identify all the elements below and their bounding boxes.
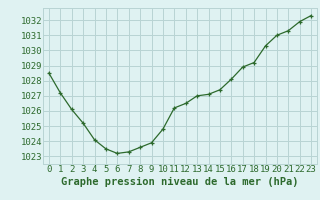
X-axis label: Graphe pression niveau de la mer (hPa): Graphe pression niveau de la mer (hPa) bbox=[61, 176, 299, 187]
